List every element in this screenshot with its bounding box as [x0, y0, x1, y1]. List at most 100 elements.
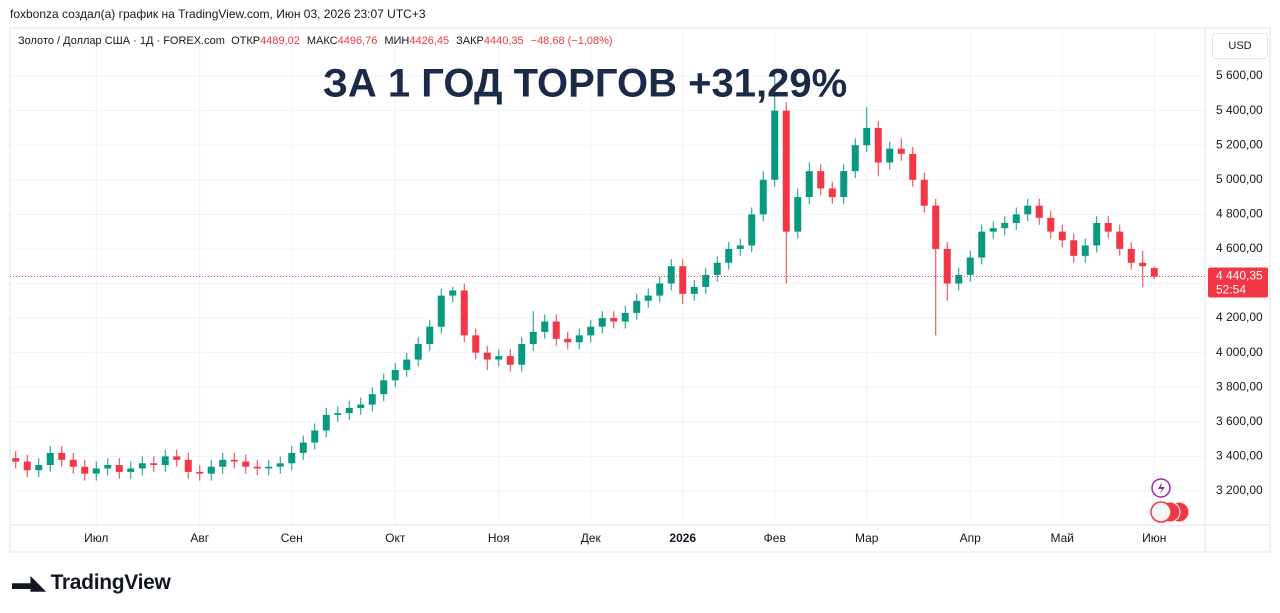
candle-body: [230, 459, 238, 462]
candle-body: [1047, 217, 1055, 232]
candle-body: [1127, 248, 1135, 263]
x-tick-label: Апр: [960, 531, 982, 545]
candle-body: [1058, 231, 1066, 241]
chart-frame: [9, 27, 1271, 553]
candle-body: [12, 458, 20, 462]
legend-value: 4496,76: [337, 35, 378, 47]
candle-body: [173, 456, 181, 460]
candle-body: [403, 359, 411, 370]
header: foxbonza создал(а) график на TradingView…: [10, 7, 426, 21]
y-tick-label: 4 600,00: [1216, 241, 1263, 255]
candle-body: [242, 461, 250, 467]
legend-value: 4440,35: [483, 35, 524, 47]
candle-body: [656, 283, 664, 296]
symbol-legend: Золото / Доллар США · 1Д · FOREX.com ОТК…: [18, 35, 620, 47]
candle-body: [483, 352, 491, 360]
candle-body: [1024, 205, 1032, 215]
candle-body: [1070, 240, 1078, 256]
candle-body: [311, 430, 319, 443]
x-tick-label: Июн: [1142, 531, 1166, 545]
candle-body: [449, 290, 457, 296]
candle-body: [828, 188, 836, 198]
candle-body: [771, 110, 779, 180]
candle-body: [1093, 222, 1101, 246]
logo-text: TradingView: [50, 571, 171, 594]
y-tick-label: 4 000,00: [1216, 345, 1263, 359]
y-tick-label: 5 600,00: [1216, 68, 1263, 82]
candle-body: [713, 262, 721, 275]
candle-body: [920, 179, 928, 206]
y-tick-label: 3 200,00: [1216, 483, 1263, 497]
candle-body: [81, 466, 89, 474]
y-tick-label: 5 200,00: [1216, 137, 1263, 151]
candle-body: [276, 463, 284, 467]
candle-body: [529, 331, 537, 345]
y-tick-label: 3 800,00: [1216, 379, 1263, 393]
candle-body: [552, 321, 560, 339]
candle-body: [943, 248, 951, 284]
candle-body: [679, 266, 687, 294]
candle-body: [196, 471, 204, 474]
x-tick-label: Сен: [281, 531, 303, 545]
candle-body: [35, 465, 43, 471]
candle-body: [506, 356, 514, 365]
candle-body: [265, 466, 273, 469]
candle-body: [805, 171, 813, 198]
event-icon[interactable]: [1150, 501, 1172, 523]
legend-label: ОТКР: [231, 35, 261, 47]
candle-body: [391, 369, 399, 381]
candle-body: [518, 344, 526, 365]
candle-body: [322, 414, 330, 431]
y-tick-label: 4 800,00: [1216, 207, 1263, 221]
candle-body: [897, 148, 905, 154]
candle-body: [472, 335, 480, 353]
candle-body: [610, 318, 618, 322]
candle-body: [184, 459, 192, 472]
candle-body: [759, 179, 767, 215]
x-tick-label: Май: [1050, 531, 1074, 545]
candle-body: [1035, 205, 1043, 218]
candle-body: [299, 442, 307, 453]
legend-label: ЗАКР: [456, 35, 484, 47]
candle-body: [690, 286, 698, 294]
y-tick-label: 5 400,00: [1216, 103, 1263, 117]
candle-body: [794, 197, 802, 232]
candle-body: [989, 228, 997, 232]
y-tick-label: 4 200,00: [1216, 310, 1263, 324]
x-tick-label: Мар: [855, 531, 879, 545]
y-tick-label: 3 400,00: [1216, 449, 1263, 463]
candle-body: [138, 463, 146, 469]
candle-body: [644, 295, 652, 301]
legend-change: −48,68 (−1,08%): [530, 35, 613, 47]
candle-body: [368, 394, 376, 405]
candle-body: [955, 274, 963, 284]
candle-body: [736, 245, 744, 249]
candle-body: [414, 344, 422, 360]
logo-icon: ▬◣: [12, 573, 46, 594]
legend-label: МАКС: [306, 35, 338, 47]
candle-body: [253, 466, 261, 469]
candle-body: [1150, 268, 1158, 277]
x-tick-label: Июл: [84, 531, 108, 545]
candle-body: [161, 456, 169, 466]
candle-body: [127, 468, 135, 472]
candle-body: [23, 461, 31, 471]
y-tick-label: 3 600,00: [1216, 414, 1263, 428]
last-price-label: 4 440,35: [1216, 269, 1263, 283]
candle-body: [207, 466, 215, 474]
x-tick-label: Авг: [190, 531, 209, 545]
candle-body: [380, 380, 388, 395]
candle-body: [598, 318, 606, 327]
candle-body: [863, 127, 871, 146]
x-tick-label: Ноя: [488, 531, 510, 545]
currency-button[interactable]: USD: [1212, 33, 1268, 59]
x-tick-label: Окт: [385, 531, 406, 545]
last-price-box: [1208, 267, 1268, 298]
candle-body: [621, 312, 629, 322]
candle-body: [1001, 222, 1009, 229]
symbol-name: Золото / Доллар США · 1Д · FOREX.com: [18, 35, 225, 47]
candle-body: [92, 468, 100, 474]
candles: [12, 76, 1158, 481]
annotation: ЗА 1 ГОД ТОРГОВ +31,29%: [323, 62, 847, 106]
